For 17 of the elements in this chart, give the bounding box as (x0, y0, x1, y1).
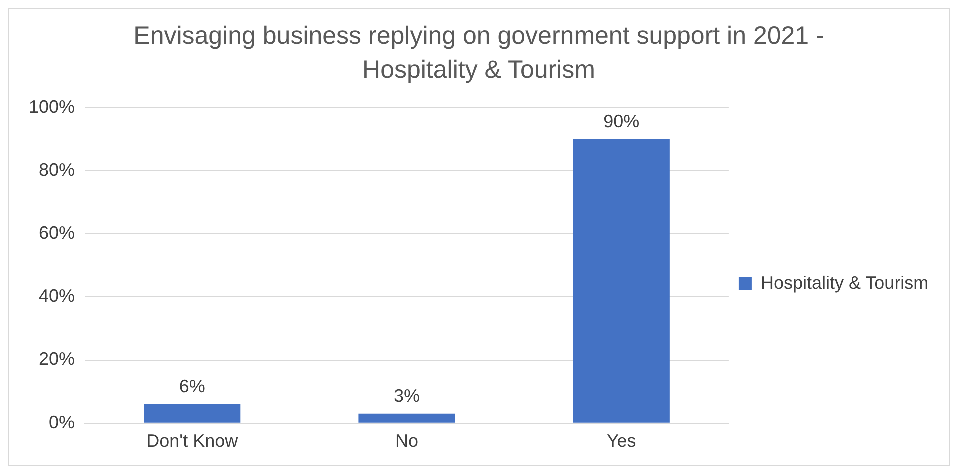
y-tick-label: 0% (49, 412, 76, 432)
y-tick-label: 100% (28, 96, 76, 117)
chart-title: Envisaging business replying on government support in 2021 - Hospitality & Tourism (132, 21, 826, 86)
x-tick-label: Don't Know (146, 431, 240, 452)
y-tick-label: 20% (39, 349, 76, 370)
data-label: 3% (394, 386, 420, 406)
x-tick-label: No (395, 431, 419, 452)
data-label: 6% (179, 376, 206, 396)
data-label: 90% (604, 111, 640, 132)
x-tick-label: Yes (606, 431, 636, 452)
y-tick-label: 80% (39, 160, 76, 180)
bar (358, 414, 456, 423)
bar (573, 139, 670, 423)
y-tick-label: 40% (39, 286, 76, 306)
bar (144, 404, 241, 423)
y-tick-label: 60% (39, 223, 76, 244)
legend-label: Hospitality & Tourism (760, 272, 929, 293)
